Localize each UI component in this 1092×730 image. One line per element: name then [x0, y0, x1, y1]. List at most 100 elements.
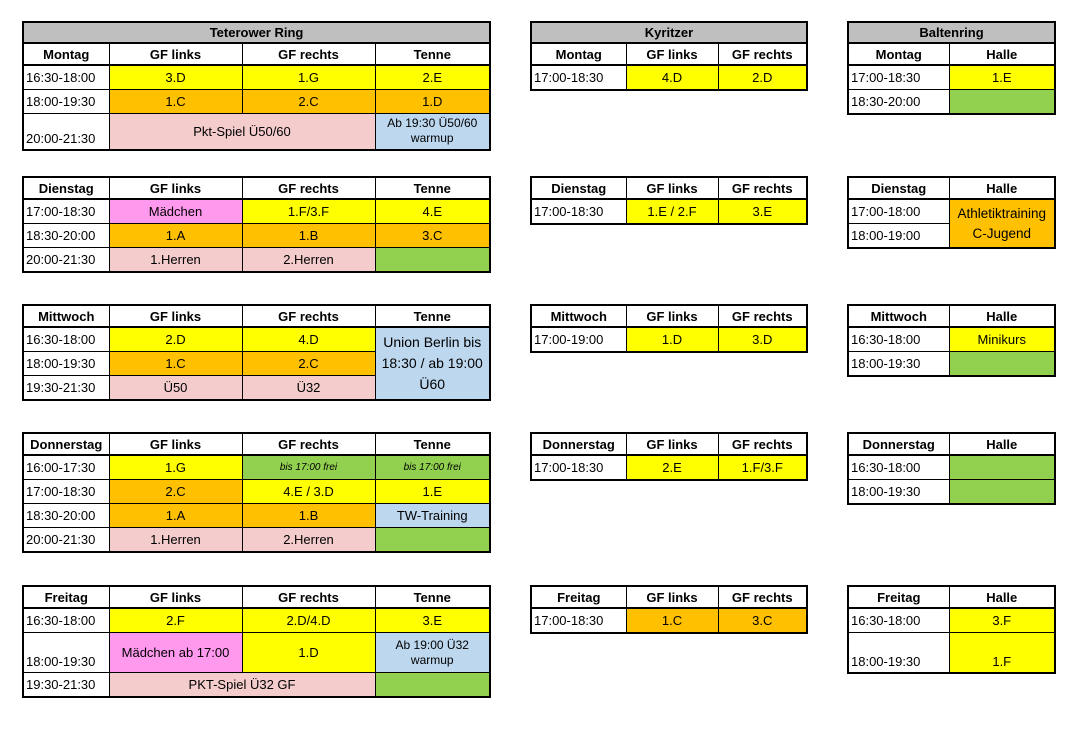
day-header: Montag: [847, 42, 950, 66]
slot-cell: 3.C: [374, 223, 491, 248]
slot-cell: Athletiktraining C-Jugend: [948, 198, 1056, 249]
baltenring-donnerstag-table: Donnerstag Halle 16:30-18:00 18:00-19:30: [847, 432, 1056, 505]
slot-cell: 3.C: [717, 607, 808, 634]
col-gf-links: GF links: [108, 304, 243, 328]
baltenring-freitag-table: Freitag Halle 16:30-18:00 3.F 18:00-19:3…: [847, 585, 1056, 674]
time-cell: 16:30-18:00: [22, 607, 110, 633]
col-gf-links: GF links: [625, 176, 719, 200]
slot-cell: 2.F: [108, 607, 243, 633]
slot-cell: 3.D: [108, 64, 243, 90]
slot-cell: [948, 89, 1056, 115]
time-cell: 17:00-19:00: [530, 326, 627, 353]
day-header: Montag: [22, 42, 110, 66]
slot-cell: 1.G: [241, 64, 376, 90]
day-header: Montag: [530, 42, 627, 66]
slot-cell: [374, 527, 491, 553]
slot-cell: 1.A: [108, 223, 243, 248]
col-tenne: Tenne: [374, 304, 491, 328]
baltenring-dienstag-table: Dienstag Halle 17:00-18:00 Athletiktrain…: [847, 176, 1056, 249]
day-header: Dienstag: [530, 176, 627, 200]
time-cell: 17:00-18:30: [530, 607, 627, 634]
time-cell: 17:00-18:30: [22, 198, 110, 224]
time-cell: 18:30-20:00: [22, 223, 110, 248]
slot-cell: 1.F/3.F: [241, 198, 376, 224]
day-header: Mittwoch: [847, 304, 950, 328]
day-header: Mittwoch: [22, 304, 110, 328]
col-tenne: Tenne: [374, 432, 491, 456]
time-cell: 18:30-20:00: [847, 89, 950, 115]
slot-cell: 4.D: [241, 326, 376, 352]
time-cell: 19:30-21:30: [22, 375, 110, 401]
time-cell: 17:00-18:30: [847, 64, 950, 90]
day-header: Donnerstag: [22, 432, 110, 456]
day-header: Dienstag: [22, 176, 110, 200]
teterower-donnerstag-table: Donnerstag GF links GF rechts Tenne 16:0…: [22, 432, 491, 553]
slot-cell: 1.Herren: [108, 247, 243, 273]
slot-cell: 3.D: [717, 326, 808, 353]
col-gf-links: GF links: [108, 176, 243, 200]
col-gf-links: GF links: [625, 304, 719, 328]
time-cell: 18:00-19:30: [847, 351, 950, 377]
teterower-mittwoch-table: Mittwoch GF links GF rechts Tenne 16:30-…: [22, 304, 491, 401]
slot-cell: 1.C: [108, 351, 243, 376]
slot-cell: 1.F: [948, 632, 1056, 673]
col-gf-links: GF links: [625, 432, 719, 456]
time-cell: 16:30-18:00: [22, 326, 110, 352]
slot-cell: Ab 19:00 Ü32 warmup: [374, 632, 491, 673]
col-tenne: Tenne: [374, 42, 491, 66]
col-gf-rechts: GF rechts: [241, 176, 376, 200]
slot-cell: 1.G: [108, 454, 243, 480]
slot-cell: 1.D: [241, 632, 376, 673]
slot-cell: bis 17:00 frei: [374, 454, 491, 480]
day-header: Donnerstag: [530, 432, 627, 456]
slot-cell: 1.F/3.F: [717, 454, 808, 481]
col-halle: Halle: [948, 304, 1056, 328]
time-cell: 16:00-17:30: [22, 454, 110, 480]
slot-cell: 2.C: [241, 89, 376, 114]
col-gf-rechts: GF rechts: [241, 42, 376, 66]
slot-cell: 4.E: [374, 198, 491, 224]
day-header: Freitag: [22, 585, 110, 609]
slot-cell: [374, 672, 491, 698]
slot-cell: 2.Herren: [241, 247, 376, 273]
col-gf-links: GF links: [108, 585, 243, 609]
day-header: Mittwoch: [530, 304, 627, 328]
slot-cell: 1.B: [241, 223, 376, 248]
slot-cell: 1.A: [108, 503, 243, 528]
col-gf-links: GF links: [625, 42, 719, 66]
col-halle: Halle: [948, 585, 1056, 609]
slot-cell: 2.D/4.D: [241, 607, 376, 633]
slot-cell: Mädchen: [108, 198, 243, 224]
kyritzer-dienstag-table: Dienstag GF links GF rechts 17:00-18:30 …: [530, 176, 808, 225]
baltenring-montag-table: Baltenring Montag Halle 17:00-18:30 1.E …: [847, 21, 1057, 115]
time-cell: 17:00-18:00: [847, 198, 950, 224]
col-gf-links: GF links: [108, 432, 243, 456]
slot-cell: Pkt-Spiel Ü50/60: [108, 113, 376, 150]
time-cell: 18:00-19:30: [22, 351, 110, 376]
slot-cell: 1.D: [374, 89, 491, 114]
day-header: Freitag: [530, 585, 627, 609]
venue-title-baltenring: Baltenring: [847, 21, 1056, 44]
time-cell: 18:30-20:00: [22, 503, 110, 528]
time-cell: 17:00-18:30: [530, 64, 627, 91]
time-cell: 16:30-18:00: [847, 454, 950, 480]
slot-cell: 3.E: [374, 607, 491, 633]
slot-cell: 2.E: [625, 454, 719, 481]
time-cell: 19:30-21:30: [22, 672, 110, 698]
col-halle: Halle: [948, 42, 1056, 66]
time-cell: 16:30-18:00: [847, 326, 950, 352]
time-cell: 17:00-18:30: [530, 454, 627, 481]
slot-cell: 2.C: [241, 351, 376, 376]
slot-cell: 1.Herren: [108, 527, 243, 553]
kyritzer-donnerstag-table: Donnerstag GF links GF rechts 17:00-18:3…: [530, 432, 808, 481]
slot-cell: 4.D: [625, 64, 719, 91]
slot-cell: [374, 247, 491, 273]
venue-title-teterower: Teterower Ring: [22, 21, 491, 44]
slot-cell: Mädchen ab 17:00: [108, 632, 243, 673]
day-header: Donnerstag: [847, 432, 950, 456]
slot-cell: 1.E: [374, 479, 491, 504]
slot-cell: 1.C: [625, 607, 719, 634]
slot-cell: [948, 351, 1056, 377]
kyritzer-mittwoch-table: Mittwoch GF links GF rechts 17:00-19:00 …: [530, 304, 808, 353]
slot-cell: 3.F: [948, 607, 1056, 633]
